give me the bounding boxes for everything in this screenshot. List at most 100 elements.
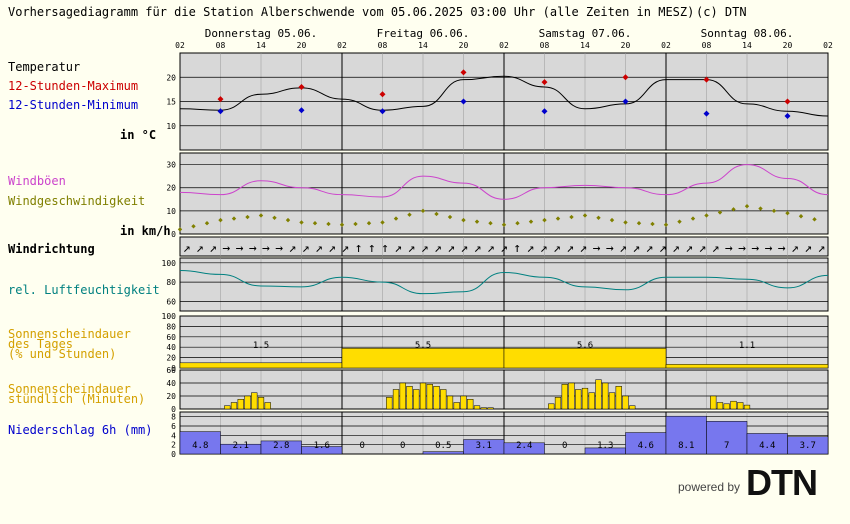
precip-label: 2.4	[516, 441, 532, 451]
wind-speed-marker	[555, 216, 561, 221]
dtn-logo: DTN	[746, 462, 818, 503]
wind-speed-marker	[717, 210, 723, 215]
tmin-marker	[460, 98, 467, 105]
precip-label: 3.1	[476, 441, 492, 451]
wind-direction-arrow: ↑	[513, 241, 521, 256]
sun-hourly-bar	[406, 386, 413, 410]
tmax-marker	[217, 96, 224, 103]
tmax-marker	[460, 69, 467, 76]
wind-direction-arrow: →	[765, 241, 773, 256]
gusts-line	[179, 164, 829, 200]
hour-tick-label: 02	[823, 41, 833, 50]
wind-direction-arrow: ↗	[500, 241, 508, 256]
wind-speed-marker	[771, 208, 777, 214]
sun-daily-bar	[665, 364, 829, 369]
sun-hourly-bar	[737, 402, 744, 410]
wind-speed-marker	[488, 221, 493, 226]
wind-direction-arrow: →	[222, 241, 230, 256]
sun-daily-label: 1.5	[253, 341, 269, 351]
wind-speed-marker	[650, 221, 655, 227]
sun-hourly-tick-label: 0	[171, 405, 176, 414]
wind-direction-arrow: ↗	[408, 241, 416, 256]
sun-hourly-bar	[467, 399, 474, 410]
wind-direction-arrow: ↗	[632, 241, 640, 256]
precip-tick-label: 6	[171, 422, 176, 431]
label-gusts: Windböen	[8, 174, 66, 188]
precip-label: 2.1	[233, 441, 249, 451]
wind-speed-marker	[812, 217, 817, 222]
wind-speed-marker	[501, 222, 507, 227]
sun-hourly-bar	[257, 397, 265, 410]
sun-daily-tick-label: 40	[166, 343, 176, 352]
temp-tick-label: 15	[166, 98, 176, 107]
wind-direction-arrow: →	[236, 241, 244, 256]
sun-hourly-bar	[548, 403, 555, 410]
sun-hourly-tick-label: 60	[166, 366, 176, 375]
wind-speed-marker	[636, 221, 642, 226]
wind-speed-marker	[623, 220, 628, 225]
precip-bar	[787, 436, 829, 455]
tmax-marker	[622, 74, 629, 81]
sun-hourly-bar	[730, 400, 737, 410]
wind-direction-arrow: ↗	[460, 241, 468, 256]
sun-hourly-bar	[251, 392, 258, 410]
wind-speed-marker	[785, 210, 790, 216]
sun-daily-tick-label: 60	[166, 333, 176, 342]
brand: powered by DTN	[678, 462, 818, 504]
precip-bar	[422, 451, 464, 455]
hour-tick-label: 20	[783, 41, 793, 50]
wind-speed-marker	[542, 217, 547, 223]
wind-speed-marker	[218, 217, 223, 223]
wind-direction-arrow: ↗	[302, 241, 310, 256]
humidity-tick-label: 60	[166, 297, 176, 306]
wind-direction-arrow: →	[738, 241, 746, 256]
sun-daily-bar	[179, 362, 343, 369]
wind-direction-arrow: ↑	[368, 241, 376, 256]
wind-direction-arrow: ↗	[328, 241, 336, 256]
wind-direction-arrow: ↑	[355, 241, 363, 256]
wind-direction-arrow: ↗	[474, 241, 482, 256]
wind-direction-arrow: ↗	[659, 241, 667, 256]
precip-bar	[179, 431, 221, 455]
sun-hourly-bar	[615, 386, 622, 410]
label-precip: Niederschlag 6h (mm)	[8, 423, 153, 437]
page-title: Vorhersagediagramm für die Station Alber…	[8, 5, 694, 19]
humidity-tick-label: 80	[166, 278, 176, 287]
wind-direction-arrow: ↗	[196, 241, 204, 256]
sun-hourly-bar	[460, 395, 467, 410]
sun-hourly-bar	[487, 407, 494, 410]
tmin-marker	[298, 107, 305, 114]
wind-speed-marker	[245, 214, 250, 220]
wind-direction-arrow: ↗	[315, 241, 323, 256]
day-labels: Donnerstag 05.06. Freitag 06.06. Samstag 0…	[205, 27, 794, 40]
hour-tick-label: 02	[175, 41, 185, 50]
sun-hourly-bar	[453, 402, 460, 410]
hour-tick-label: 08	[702, 41, 712, 50]
wind-speed-marker	[420, 208, 426, 214]
sun-hourly-bar	[622, 395, 629, 410]
hour-tick-label: 08	[540, 41, 550, 50]
label-humidity: rel. Luftfeuchtigkeit	[8, 283, 160, 297]
day-label: Sonntag 08.06.	[701, 27, 794, 40]
wind-direction-arrow: →	[751, 241, 759, 256]
wind-speed-marker	[515, 221, 520, 226]
precip-label: 0	[562, 441, 567, 451]
wind-direction-arrow: →	[778, 241, 786, 256]
wind-tick-label: 30	[166, 161, 176, 170]
wind-speed-marker	[798, 214, 804, 219]
sun-hourly-bar	[413, 389, 420, 410]
hour-tick-label: 14	[418, 41, 428, 50]
wind-direction-arrow: ↑	[381, 241, 389, 256]
wind-direction-arrow: →	[593, 241, 601, 256]
wind-speed-marker	[434, 211, 439, 217]
wind-direction-arrow: ↗	[434, 241, 442, 256]
wind-tick-label: 20	[166, 184, 176, 193]
wind-speed-marker	[312, 221, 318, 226]
sun-hourly-bar	[264, 402, 271, 410]
sun-hourly-bar	[554, 397, 562, 410]
sun-daily-label: 5.6	[577, 341, 593, 351]
label-sun-daily-1: Sonnenscheindauer	[8, 327, 131, 341]
precip-label: 8.1	[678, 441, 694, 451]
hour-tick-label: 20	[621, 41, 631, 50]
